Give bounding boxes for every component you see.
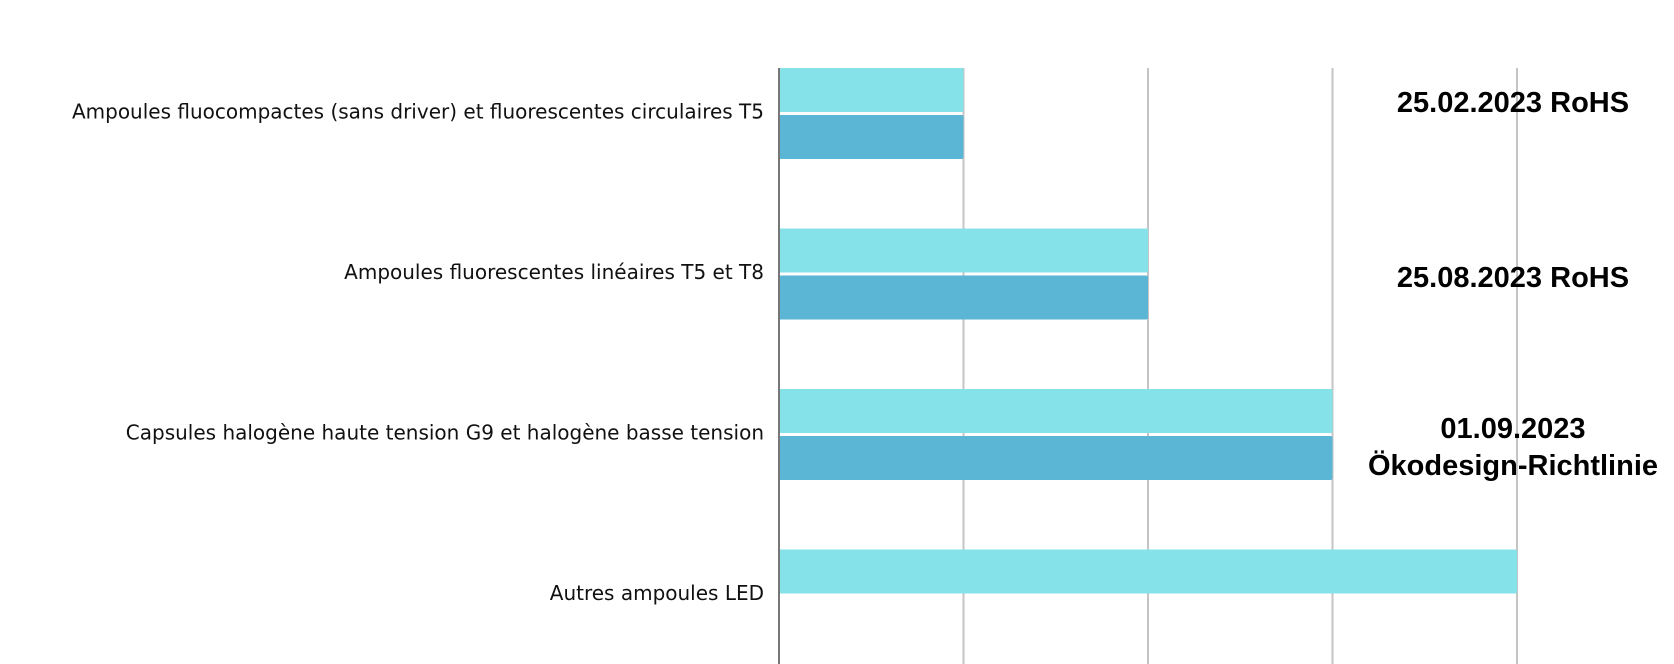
annotation-text: Ökodesign-Richtlinie [1368, 449, 1658, 482]
category-label: Ampoules fluorescentes linéaires T5 et T… [344, 260, 764, 284]
bar [779, 436, 1333, 480]
annotation: 25.08.2023 RoHS [1397, 262, 1629, 294]
category-labels: Ampoules fluocompactes (sans driver) et … [72, 100, 764, 606]
bars [779, 68, 1517, 594]
bar [779, 68, 964, 112]
bar [779, 549, 1517, 594]
annotation: 01.09.2023 Ökodesign-Richtlinie [1368, 413, 1658, 482]
bar [779, 389, 1333, 433]
annotations: 25.02.2023 RoHS 25.08.2023 RoHS 01.09.2023… [1368, 87, 1658, 482]
annotation-text: 25.02.2023 RoHS [1397, 87, 1629, 119]
bar [779, 228, 1148, 273]
annotation: 25.02.2023 RoHS [1397, 87, 1629, 119]
category-label: Ampoules fluocompactes (sans driver) et … [72, 100, 764, 124]
annotation-text: 01.09.2023 [1440, 413, 1585, 445]
bar [779, 115, 964, 159]
category-label: Capsules halogène haute tension G9 et ha… [126, 421, 764, 445]
annotation-text: 25.08.2023 RoHS [1397, 262, 1629, 294]
category-label: Autres ampoules LED [550, 581, 764, 605]
bar [779, 275, 1148, 320]
